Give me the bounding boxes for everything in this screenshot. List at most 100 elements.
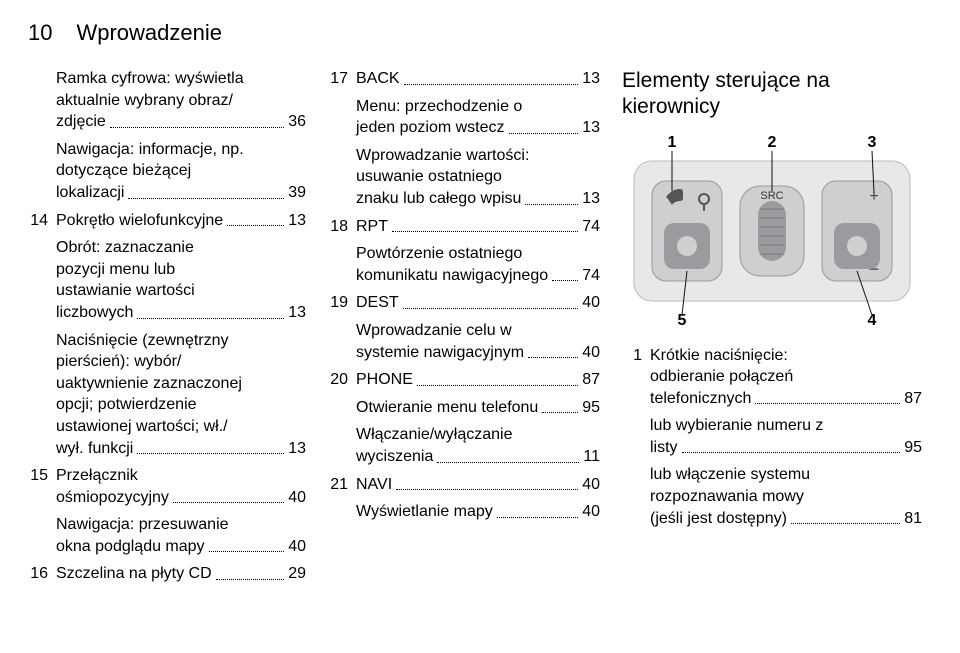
- entry-page: 13: [288, 438, 306, 460]
- entry-text: pozycji menu lub: [56, 259, 306, 281]
- entry-page: 13: [582, 188, 600, 210]
- entry-text: Menu: przechodzenie o: [356, 96, 600, 118]
- entry-page: 13: [582, 68, 600, 90]
- toc-entry: 18 RPT 74: [328, 216, 600, 238]
- leader-dots: [417, 385, 578, 386]
- leader-dots: [403, 308, 579, 309]
- entry-number: 1: [622, 345, 650, 367]
- toc-entry: Nawigacja: informacje, np. dotyczące bie…: [28, 139, 306, 204]
- entry-page: 40: [582, 501, 600, 523]
- entry-text: telefonicznych: [650, 388, 751, 410]
- entry-text: Wprowadzanie celu w: [356, 320, 600, 342]
- entry-page: 74: [582, 265, 600, 287]
- entry-text: lub włączenie systemu: [650, 464, 922, 486]
- entry-text: Obrót: zaznaczanie: [56, 237, 306, 259]
- leader-dots: [542, 412, 578, 413]
- entry-text: zdjęcie: [56, 111, 106, 133]
- entry-text: uaktywnienie zaznaczonej: [56, 373, 306, 395]
- entry-page: 95: [582, 397, 600, 419]
- toc-entry: Nawigacja: przesuwanie okna podglądu map…: [28, 514, 306, 557]
- entry-page: 95: [904, 437, 922, 459]
- entry-text: (jeśli jest dostępny): [650, 508, 787, 530]
- entry-text: systemie nawigacyjnym: [356, 342, 524, 364]
- toc-entry: 21 NAVI 40: [328, 474, 600, 496]
- leader-dots: [755, 403, 900, 404]
- leader-dots: [392, 231, 578, 232]
- toc-entry: Wyświetlanie mapy 40: [328, 501, 600, 523]
- columns: Ramka cyfrowa: wyświetla aktualnie wybra…: [28, 68, 932, 591]
- svg-text:5: 5: [678, 312, 687, 329]
- entry-page: 40: [288, 536, 306, 558]
- entry-page: 40: [288, 487, 306, 509]
- leader-dots: [497, 517, 578, 518]
- toc-entry: lub włączenie systemu rozpoznawania mowy…: [622, 464, 922, 529]
- toc-entry: Ramka cyfrowa: wyświetla aktualnie wybra…: [28, 68, 306, 133]
- toc-entry: 15 Przełącznik ośmiopozycyjny 40: [28, 465, 306, 508]
- entry-page: 81: [904, 508, 922, 530]
- toc-entry: 17 BACK 13: [328, 68, 600, 90]
- toc-entry: Otwieranie menu telefonu 95: [328, 397, 600, 419]
- toc-entry: lub wybieranie numeru z listy 95: [622, 415, 922, 458]
- entry-text: NAVI: [356, 474, 392, 496]
- toc-entry: Wprowadzanie wartości: usuwanie ostatnie…: [328, 145, 600, 210]
- entry-text: Powtórzenie ostatniego: [356, 243, 600, 265]
- entry-page: 11: [583, 446, 600, 468]
- entry-text: komunikatu nawigacyjnego: [356, 265, 548, 287]
- leader-dots: [209, 551, 285, 552]
- entry-text: RPT: [356, 216, 388, 238]
- leader-dots: [791, 523, 900, 524]
- entry-text: Pokrętło wielofunkcyjne: [56, 210, 223, 232]
- leader-dots: [173, 502, 284, 503]
- entry-text: Nawigacja: przesuwanie: [56, 514, 306, 536]
- entry-page: 40: [582, 474, 600, 496]
- toc-entry: Powtórzenie ostatniego komunikatu nawiga…: [328, 243, 600, 286]
- toc-entry: 20 PHONE 87: [328, 369, 600, 391]
- entry-page: 87: [904, 388, 922, 410]
- entry-number: 21: [328, 474, 356, 496]
- entry-text: ośmiopozycyjny: [56, 487, 169, 509]
- leader-dots: [137, 453, 284, 454]
- entry-text: Włączanie/wyłączanie: [356, 424, 600, 446]
- entry-text: rozpoznawania mowy: [650, 486, 922, 508]
- entry-text: Nawigacja: informacje, np.: [56, 139, 306, 161]
- svg-text:4: 4: [868, 312, 877, 329]
- entry-text: PHONE: [356, 369, 413, 391]
- svg-text:SRC: SRC: [760, 190, 783, 202]
- column-1: Ramka cyfrowa: wyświetla aktualnie wybra…: [28, 68, 306, 591]
- entry-page: 87: [582, 369, 600, 391]
- entry-page: 40: [582, 342, 600, 364]
- entry-number: 15: [28, 465, 56, 487]
- page-number: 10: [28, 20, 52, 46]
- entry-page: 36: [288, 111, 306, 133]
- section-title-line: Elementy sterujące na: [622, 69, 830, 92]
- leader-dots: [525, 204, 578, 205]
- page: 10 Wprowadzenie Ramka cyfrowa: wyświetla…: [0, 0, 960, 653]
- entry-text: wył. funkcji: [56, 438, 133, 460]
- entry-text: odbieranie połączeń: [650, 366, 922, 388]
- entry-page: 29: [288, 563, 306, 585]
- entry-text: znaku lub całego wpisu: [356, 188, 521, 210]
- leader-dots: [128, 198, 284, 199]
- page-title: Wprowadzenie: [76, 20, 222, 46]
- entry-page: 13: [288, 210, 306, 232]
- toc-entry: 16 Szczelina na płyty CD 29: [28, 563, 306, 585]
- svg-text:2: 2: [768, 134, 777, 151]
- entry-page: 74: [582, 216, 600, 238]
- leader-dots: [137, 318, 284, 319]
- leader-dots: [404, 84, 579, 85]
- entry-text: ustawionej wartości; wł./: [56, 416, 306, 438]
- toc-entry: Naciśnięcie (zewnętrzny pierścień): wybó…: [28, 330, 306, 460]
- section-title-line: kierownicy: [622, 95, 720, 118]
- entry-text: liczbowych: [56, 302, 133, 324]
- entry-text: DEST: [356, 292, 399, 314]
- leader-dots: [396, 489, 578, 490]
- entry-text: pierścień): wybór/: [56, 351, 306, 373]
- column-3: Elementy sterujące na kierownicy SRC+−12…: [622, 68, 922, 591]
- leader-dots: [509, 133, 579, 134]
- column-2: 17 BACK 13 Menu: przechodzenie o jeden p…: [328, 68, 600, 591]
- entry-text: listy: [650, 437, 678, 459]
- entry-number: 20: [328, 369, 356, 391]
- entry-number: 19: [328, 292, 356, 314]
- entry-text: ustawianie wartości: [56, 280, 306, 302]
- entry-text: Wprowadzanie wartości:: [356, 145, 600, 167]
